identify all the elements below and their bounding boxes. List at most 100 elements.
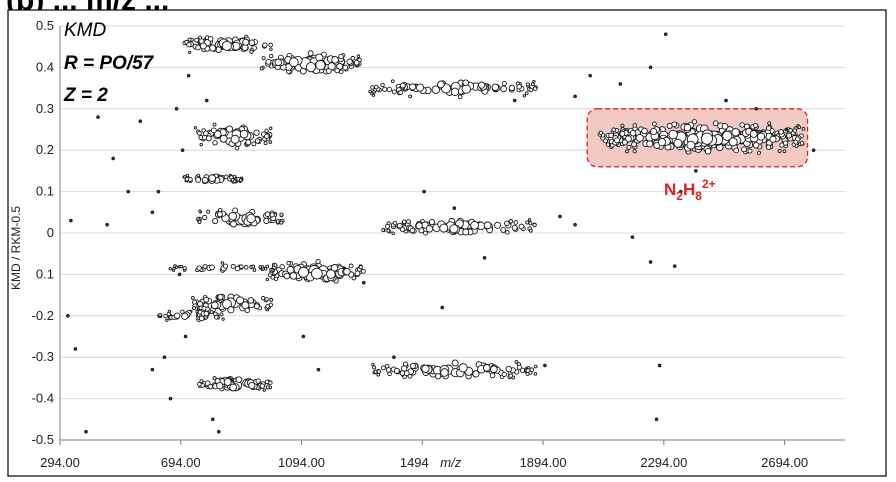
data-point [173,264,177,268]
data-point [269,267,273,272]
data-point [801,126,806,131]
y-tick-label: -0.4 [32,391,54,406]
data-point [162,355,167,360]
data-point [778,129,784,135]
data-point [251,141,257,147]
data-point [673,138,683,148]
data-point [252,268,257,272]
data-point [625,149,629,154]
data-point [516,364,522,370]
data-point [270,275,276,280]
data-point [482,364,491,372]
data-point [731,128,740,137]
data-point [315,258,321,265]
data-point [286,265,295,274]
data-point [220,261,225,265]
data-point [648,260,653,264]
data-point [440,305,445,310]
data-point [398,90,404,96]
data-point [428,219,436,226]
data-point [672,264,677,268]
data-point [683,123,692,132]
data-point [439,223,449,233]
data-point [440,368,449,377]
data-point [334,67,340,74]
data-point [712,120,719,127]
data-point [234,145,240,151]
data-point [202,214,208,220]
data-point [657,138,667,147]
data-point [242,38,250,46]
data-point [264,297,269,302]
data-point [182,266,187,271]
data-point [530,82,535,87]
data-point [646,140,654,148]
data-point [269,53,274,59]
points-layer [66,32,816,434]
data-point [769,135,777,143]
data-point [754,106,759,111]
y-tick-label: 0.2 [36,142,54,157]
data-point [494,221,502,229]
data-point [490,365,498,373]
data-point [384,363,390,369]
data-point [268,42,273,48]
data-point [415,222,423,230]
data-point [354,270,361,277]
data-point [188,50,192,55]
data-point [253,129,260,136]
data-point [264,133,270,139]
data-point [150,210,155,215]
data-point [525,82,530,87]
data-point [244,307,250,314]
data-point [209,264,216,271]
data-point [286,260,291,266]
data-point [180,148,185,153]
data-point [632,123,638,128]
data-point [626,144,632,150]
data-point [525,220,530,225]
data-point [376,369,382,374]
data-point [263,141,268,146]
data-point [173,312,181,319]
data-point [782,140,789,146]
data-point [326,269,336,279]
data-point [425,225,434,233]
data-point [219,134,228,143]
data-point [792,128,798,133]
x-tick-label: 694.00 [161,455,201,470]
data-point [210,127,217,134]
data-point [246,213,256,224]
data-point [756,150,762,155]
data-point [610,143,615,148]
data-point [620,123,625,128]
data-point [66,313,70,318]
data-point [207,36,214,42]
data-point [766,125,772,131]
data-point [196,173,201,178]
data-point [704,147,712,155]
data-point [533,372,538,376]
data-point [588,73,593,78]
data-point [648,65,653,70]
data-point [222,263,229,269]
data-point [391,89,397,95]
data-point [96,115,100,119]
ion-sup: 2+ [702,177,716,191]
data-point [462,79,470,87]
data-point [694,169,698,173]
ion-sub-1: 2 [676,189,683,203]
data-point [724,98,728,103]
data-point [191,306,196,311]
data-point [193,126,197,130]
data-point [84,429,88,434]
data-point [248,39,256,47]
data-point [251,264,256,269]
data-point [392,355,396,360]
data-point [501,371,507,378]
data-point [799,141,805,146]
data-point [269,297,274,302]
data-point [390,79,395,84]
data-point [298,266,310,278]
data-point [265,385,270,390]
